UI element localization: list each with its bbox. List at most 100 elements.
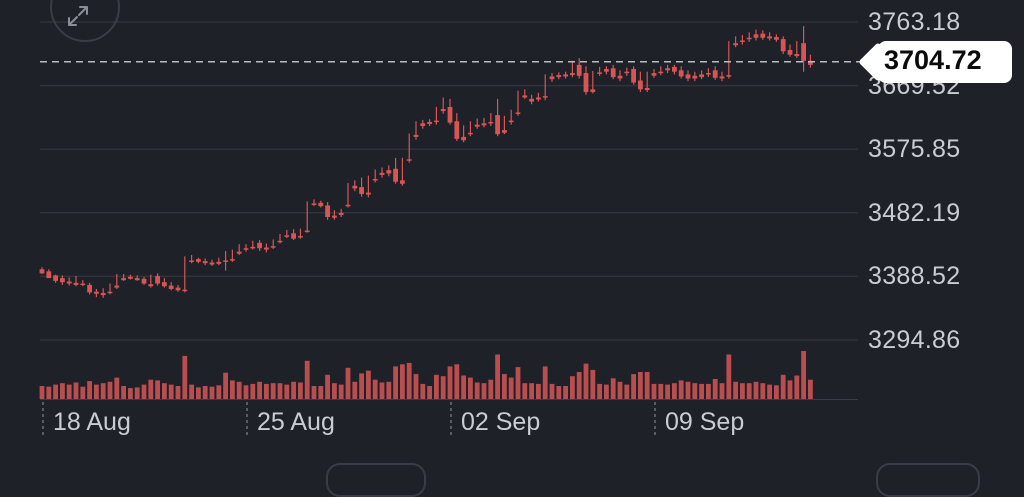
candle-body bbox=[808, 60, 813, 65]
candle-body bbox=[46, 271, 52, 279]
candle-body bbox=[162, 282, 167, 287]
volume-bar bbox=[366, 370, 371, 399]
candle-body bbox=[393, 168, 398, 182]
candle-body bbox=[94, 291, 99, 294]
candle-body bbox=[291, 233, 296, 239]
candle-body bbox=[706, 73, 711, 75]
volume-bar bbox=[134, 387, 140, 399]
volume-bar bbox=[502, 374, 507, 399]
volume-bar bbox=[230, 380, 235, 399]
candle-body bbox=[780, 39, 786, 52]
candle-body bbox=[570, 73, 575, 76]
candle-body bbox=[672, 66, 677, 72]
volume-bar bbox=[481, 383, 487, 399]
volume-bar bbox=[685, 381, 691, 399]
volume-bar bbox=[801, 351, 806, 399]
volume-bar bbox=[148, 379, 154, 399]
candle-body bbox=[345, 204, 351, 207]
y-tick-label: 3763.18 bbox=[868, 8, 961, 36]
bottom-toolbar-button[interactable] bbox=[326, 463, 426, 497]
volume-bar bbox=[495, 354, 500, 399]
volume-bar bbox=[406, 362, 412, 399]
candle-body bbox=[427, 121, 432, 124]
volume-bar bbox=[590, 369, 596, 399]
volume-bar bbox=[66, 384, 72, 399]
candle-body bbox=[128, 276, 133, 279]
candle-body bbox=[60, 278, 65, 283]
volume-bar bbox=[808, 379, 813, 399]
candle-body bbox=[631, 68, 636, 83]
volume-bar bbox=[726, 354, 732, 399]
candle-body bbox=[366, 192, 371, 195]
price-chart[interactable] bbox=[0, 0, 1024, 472]
candle-body bbox=[386, 170, 392, 174]
candle-body bbox=[787, 49, 793, 55]
candle-body bbox=[529, 98, 534, 102]
candle-body bbox=[413, 134, 419, 137]
candle-body bbox=[549, 76, 555, 80]
candle-body bbox=[379, 172, 385, 175]
volume-bar bbox=[128, 388, 133, 399]
y-tick-label: 3294.86 bbox=[868, 326, 961, 354]
volume-bar bbox=[672, 383, 677, 399]
candle-body bbox=[168, 285, 174, 289]
volume-bar bbox=[284, 384, 290, 399]
candle-body bbox=[277, 240, 283, 243]
candle-body bbox=[760, 33, 766, 38]
volume-bar bbox=[610, 378, 616, 399]
volume-bar bbox=[787, 380, 793, 399]
volume-bar bbox=[39, 386, 45, 399]
bottom-toolbar-button[interactable] bbox=[876, 463, 980, 497]
candle-body bbox=[665, 68, 670, 71]
candle-body bbox=[794, 54, 800, 57]
volume-bar bbox=[73, 382, 79, 399]
volume-bar bbox=[570, 376, 575, 399]
volume-bar bbox=[753, 381, 759, 399]
candle-body bbox=[155, 276, 160, 284]
volume-bar bbox=[332, 383, 337, 399]
volume-bar bbox=[434, 374, 439, 399]
candle-body bbox=[311, 203, 317, 205]
volume-bar bbox=[733, 381, 738, 399]
volume-bar bbox=[311, 386, 317, 399]
volume-bar bbox=[298, 382, 303, 399]
candle-body bbox=[604, 68, 609, 72]
volume-bar bbox=[515, 367, 521, 399]
volume-bar bbox=[454, 364, 460, 399]
volume-bar bbox=[352, 381, 358, 399]
volume-bar bbox=[386, 381, 392, 399]
candle-body bbox=[264, 247, 269, 250]
candle-body bbox=[182, 289, 188, 292]
volume-bar bbox=[338, 384, 344, 399]
candle-body bbox=[440, 109, 446, 112]
candle-body bbox=[556, 75, 562, 78]
y-tick-label: 3388.52 bbox=[868, 262, 961, 291]
candle-body bbox=[658, 71, 664, 74]
volume-bar bbox=[597, 383, 602, 399]
volume-bar bbox=[359, 373, 364, 399]
candle-body bbox=[733, 43, 738, 46]
candle-body bbox=[53, 275, 58, 281]
volume-bar bbox=[447, 366, 453, 399]
volume-bar bbox=[270, 383, 276, 399]
candle-body bbox=[767, 36, 772, 39]
volume-bar bbox=[53, 384, 58, 399]
candle-body bbox=[148, 284, 154, 287]
volume-bar bbox=[121, 386, 126, 399]
volume-bar bbox=[631, 374, 636, 399]
expand-diagonal-icon bbox=[68, 6, 88, 26]
volume-bar bbox=[400, 364, 405, 399]
candle-body bbox=[107, 291, 113, 294]
volume-bar bbox=[318, 386, 324, 399]
volume-bar bbox=[427, 386, 432, 399]
y-tick-label: 3575.85 bbox=[868, 135, 961, 164]
volume-bar bbox=[277, 383, 283, 399]
volume-bar bbox=[216, 385, 222, 399]
volume-bar bbox=[107, 381, 113, 399]
candle-body bbox=[39, 269, 45, 274]
candle-body bbox=[114, 285, 120, 288]
candle-body bbox=[638, 80, 643, 90]
candle-body bbox=[740, 40, 745, 42]
volume-bar bbox=[576, 372, 582, 399]
volume-bar bbox=[740, 383, 745, 399]
